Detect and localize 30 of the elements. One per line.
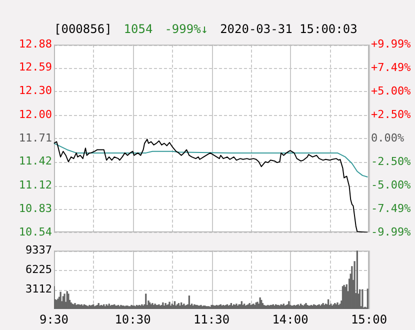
y-tick-label: 11.12 [18,178,52,192]
y-tick-label: 11.42 [18,154,52,168]
text: 1054 [124,22,153,36]
y2-tick-label: -9.99% [371,225,412,238]
y2-tick-label: +9.99% [371,37,412,50]
y2-tick-label: 0.00% [371,131,404,144]
y2-tick-label: -5.00% [371,178,412,192]
y-tick-label: 12.30 [18,84,52,98]
text: 2020-03-31 15:00:03 [220,22,358,36]
y-tick-label: 12.88 [18,37,52,50]
y2-tick-label: -7.49% [371,202,412,215]
y-tick-label: 11.71 [18,131,52,144]
text: -999%↓ [164,22,208,36]
y2-tick-label: +7.49% [371,60,412,74]
y-tick-label: 3112 [26,282,52,296]
x-tick-label: 11:30 [193,312,230,326]
y-tick-label: 9337 [26,243,52,256]
x-tick-label: 15:00 [350,312,388,326]
y-tick-label: 10.83 [18,202,52,215]
y-tick-label: 6225 [26,262,52,276]
x-tick-label: 9:30 [40,312,68,326]
y2-tick-label: +5.00% [371,84,412,98]
y-tick-label: 12.00 [18,108,52,122]
chart-title: [000856] [54,22,112,36]
y-tick-label: 10.54 [18,225,52,238]
x-tick-label: 14:00 [272,312,308,326]
x-tick-label: 10:30 [114,312,151,326]
y2-tick-label: +2.50% [371,108,412,121]
y2-tick-label: -2.50% [371,154,412,168]
y-tick-label: 12.59 [18,60,52,74]
